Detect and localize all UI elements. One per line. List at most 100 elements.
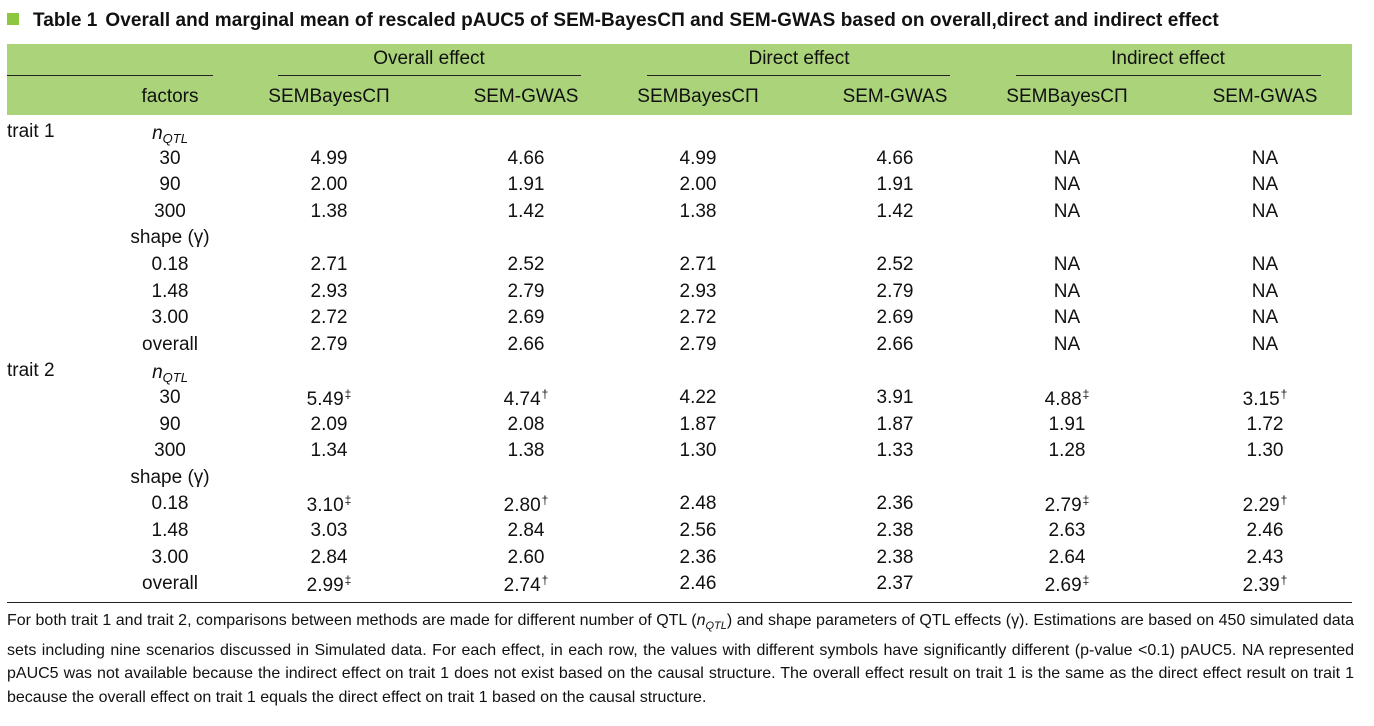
group-rule-indirect (1016, 75, 1321, 76)
footnote-nqtl-symbol: n (696, 612, 706, 629)
table-cell: 4.99 (680, 148, 717, 170)
cell-value: 2.48 (679, 493, 717, 515)
factor-level: overall (142, 573, 198, 595)
cell-value: 2.93 (310, 280, 348, 302)
cell-value: 1.91 (507, 174, 545, 196)
group-header-direct: Direct effect (748, 48, 850, 69)
cell-value: NA (1053, 254, 1081, 275)
table-header (7, 44, 1352, 115)
method-header: SEMBayesCΠ (1006, 86, 1128, 107)
table-bottom-rule (7, 602, 1352, 603)
cell-value: 3.91 (876, 387, 914, 408)
cell-value: 4.99 (679, 147, 717, 169)
table-cell: 2.72 (311, 307, 348, 329)
factor-group-nqtl: nQTL (152, 362, 188, 385)
table-cell: 2.93 (680, 281, 717, 303)
cell-value: 2.00 (310, 174, 348, 196)
significance-symbol: ‡ (1082, 493, 1090, 508)
cell-value: 4.66 (507, 147, 545, 169)
table-cell: NA (1054, 334, 1080, 356)
cell-value: 1.91 (876, 174, 914, 196)
table-cell: 4.22 (680, 387, 717, 409)
cell-value: 2.36 (679, 546, 717, 568)
table-title: Overall and marginal mean of rescaled pA… (105, 10, 1219, 31)
factor-level: 90 (159, 174, 181, 196)
cell-value: 1.30 (1246, 440, 1284, 462)
table-cell: 2.66 (508, 334, 545, 356)
cell-value: 1.38 (310, 200, 348, 222)
cell-value: 4.66 (876, 147, 914, 169)
cell-value: 2.39 (1242, 575, 1280, 597)
table-cell: 2.48 (680, 493, 717, 515)
footnote-text-part1: For both trait 1 and trait 2, comparison… (7, 612, 697, 629)
cell-value: 2.52 (507, 254, 545, 275)
significance-symbol: ‡ (344, 387, 352, 401)
group-rule-direct (647, 75, 950, 76)
cell-value: 2.79 (1044, 495, 1082, 517)
table-footnote: For both trait 1 and trait 2, comparison… (7, 609, 1354, 709)
table-cell: 1.38 (311, 201, 348, 223)
table-cell: 2.36 (877, 493, 914, 515)
cell-value: 2.38 (876, 520, 914, 541)
table-cell: 4.66 (877, 148, 914, 170)
table-cell: NA (1054, 174, 1080, 196)
significance-symbol: † (1280, 573, 1288, 588)
factor-level: 90 (159, 413, 181, 435)
table-cell: 2.37 (877, 573, 914, 595)
table-cell: 2.38 (877, 547, 914, 569)
method-header: SEMBayesCΠ (268, 86, 390, 107)
table-cell: 2.66 (877, 334, 914, 356)
table-cell: 2.84 (508, 520, 545, 542)
significance-symbol: † (541, 573, 549, 588)
factor-level: 0.18 (151, 254, 189, 275)
table-caption: Table 1 Overall and marginal mean of resc… (7, 10, 1219, 32)
cell-value: 2.38 (876, 546, 914, 568)
table-cell: 1.38 (680, 201, 717, 223)
table-cell: NA (1252, 148, 1278, 170)
table-cell: 3.10‡ (307, 493, 352, 517)
table-cell: 1.91 (508, 174, 545, 196)
significance-symbol: ‡ (1082, 573, 1090, 588)
table-cell: 4.99 (311, 148, 348, 170)
table-cell: 2.36 (680, 547, 717, 569)
table-cell: 2.46 (680, 573, 717, 595)
table-cell: NA (1252, 307, 1278, 329)
cell-value: 2.36 (876, 493, 914, 515)
group-rule-overall (278, 75, 581, 76)
table-cell: 3.03 (311, 520, 348, 542)
footnote-nqtl-subscript: QTL (705, 620, 727, 633)
table-cell: 2.43 (1247, 547, 1284, 569)
factor-level: 3.00 (151, 307, 189, 329)
table-cell: 2.79 (508, 281, 545, 303)
table-cell: 2.72 (680, 307, 717, 329)
table-cell: NA (1252, 254, 1278, 276)
cell-value: 2.84 (310, 546, 348, 568)
table-cell: 2.39† (1243, 573, 1288, 597)
table-cell: NA (1054, 307, 1080, 329)
cell-value: 2.79 (876, 280, 914, 302)
cell-value: NA (1053, 174, 1081, 196)
cell-value: 2.72 (310, 307, 348, 329)
cell-value: 3.15 (1242, 389, 1280, 410)
method-header: SEM-GWAS (473, 86, 579, 107)
table-cell: 2.60 (508, 547, 545, 569)
cell-value: 2.71 (310, 254, 348, 275)
table-cell: 2.79 (877, 281, 914, 303)
factor-level: 300 (154, 200, 186, 222)
cell-value: NA (1053, 147, 1081, 169)
cell-value: 1.33 (876, 440, 914, 462)
table-cell: NA (1054, 281, 1080, 303)
cell-value: 3.03 (310, 520, 348, 541)
factor-level: 1.48 (151, 280, 189, 302)
factors-rule (7, 75, 213, 76)
cell-value: 3.10 (306, 495, 344, 517)
cell-value: 2.09 (310, 413, 348, 435)
caption-marker (7, 13, 19, 25)
factor-group-shape: shape (γ) (130, 466, 210, 488)
cell-value: 1.28 (1048, 440, 1086, 462)
significance-symbol: ‡ (344, 573, 352, 588)
cell-value: 2.66 (876, 333, 914, 355)
cell-value: 4.22 (679, 387, 717, 408)
table-cell: 2.56 (680, 520, 717, 542)
table-cell: 2.69 (877, 307, 914, 329)
